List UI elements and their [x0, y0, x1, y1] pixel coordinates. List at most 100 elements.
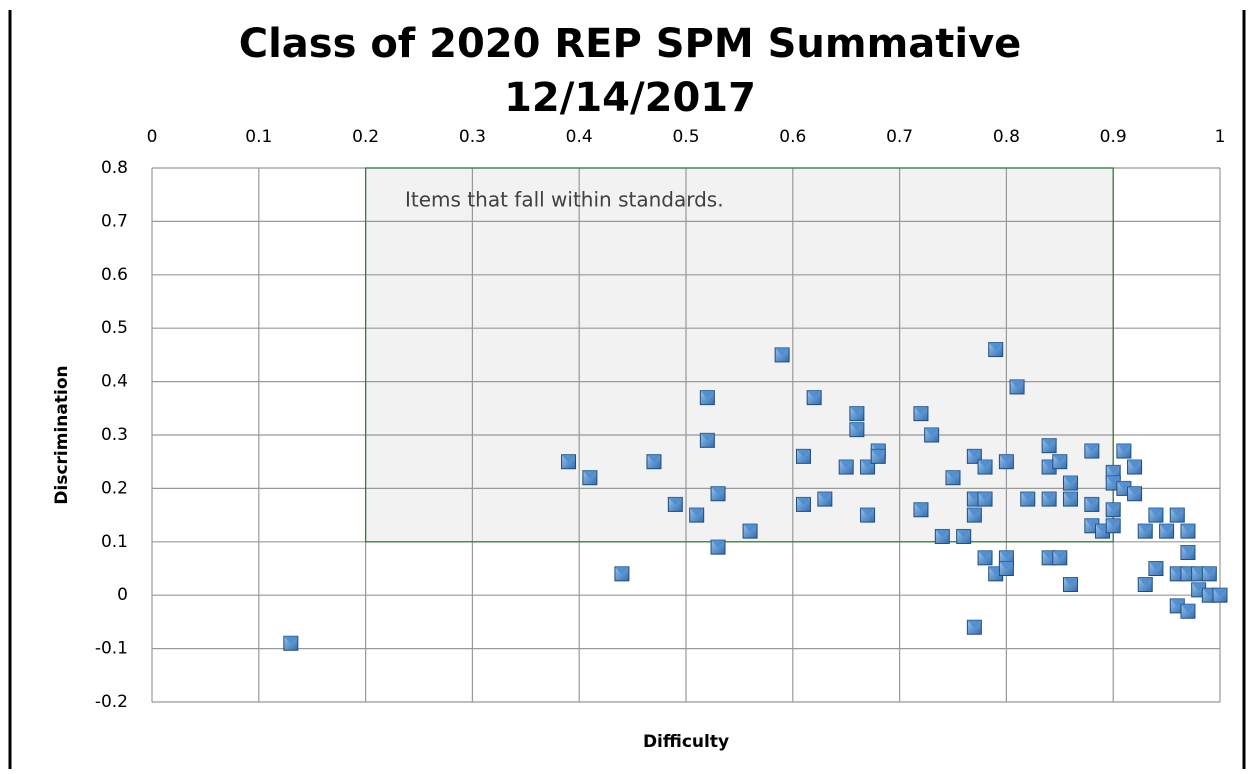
point-facet	[1084, 518, 1099, 527]
point	[710, 539, 726, 555]
point-facet	[967, 508, 982, 517]
point	[1180, 523, 1196, 539]
point-facet	[1116, 481, 1131, 490]
point-facet	[700, 433, 715, 442]
x-tick-label: 0.9	[1100, 127, 1127, 147]
point	[1180, 544, 1196, 560]
point-facet	[1202, 566, 1217, 575]
point-facet	[582, 470, 597, 479]
y-tick-label: 0.2	[101, 478, 128, 498]
point	[934, 528, 950, 544]
point-facet	[817, 492, 832, 501]
y-tick-label: 0.6	[101, 265, 128, 285]
point-facet	[860, 508, 875, 517]
point-facet	[849, 422, 864, 431]
point	[1159, 523, 1175, 539]
point	[1137, 523, 1153, 539]
y-tick-label: 0	[117, 585, 128, 605]
point-facet	[1213, 588, 1227, 597]
point	[795, 448, 811, 464]
point-facet	[871, 449, 886, 458]
point-facet	[1052, 454, 1067, 463]
y-axis-label: Discrimination	[52, 365, 72, 504]
plot-area: -0.2 -0.1 0 0.1 0.2 0.3 0.4 0.5 0.6 0.7 0.8 0 0.1 0.2…	[95, 127, 1228, 712]
y-tick-label: 0.1	[101, 532, 128, 552]
x-tick-label: 0.4	[566, 127, 593, 147]
x-tick-label: 0.7	[886, 127, 913, 147]
point	[966, 507, 982, 523]
point	[1201, 566, 1217, 582]
point-facet	[978, 492, 993, 501]
point-facet	[796, 449, 811, 458]
point-facet	[1106, 465, 1121, 474]
point-facet	[1063, 492, 1078, 501]
point-facet	[1148, 508, 1163, 517]
point	[1169, 507, 1185, 523]
point-facet	[1138, 524, 1153, 533]
point-facet	[561, 454, 576, 463]
point	[582, 470, 598, 486]
chart-subtitle: 12/14/2017	[504, 75, 756, 121]
point-facet	[978, 550, 993, 559]
point-facet	[283, 636, 298, 645]
point-facet	[1191, 582, 1206, 591]
y-tick-label: -0.1	[95, 639, 128, 659]
x-tick-label: 0.5	[672, 127, 699, 147]
point-facet	[999, 550, 1014, 559]
x-axis-label: Difficulty	[643, 732, 729, 752]
point-facet	[796, 497, 811, 506]
point	[945, 470, 961, 486]
x-tick-label: 0.8	[993, 127, 1020, 147]
point-facet	[1052, 550, 1067, 559]
point-facet	[1170, 598, 1185, 607]
point	[913, 502, 929, 518]
point-facet	[1042, 438, 1057, 447]
point	[1180, 603, 1196, 619]
point	[1052, 550, 1068, 566]
point	[283, 635, 299, 651]
point	[1062, 491, 1078, 507]
y-tick-label: 0.8	[101, 158, 128, 178]
point-facet	[999, 561, 1014, 570]
point-facet	[1106, 518, 1121, 527]
point	[849, 422, 865, 438]
point-facet	[689, 508, 704, 517]
point-facet	[1063, 476, 1078, 485]
point-facet	[646, 454, 661, 463]
point-facet	[700, 390, 715, 399]
point-facet	[913, 406, 928, 415]
y-tick-label: 0.7	[101, 211, 128, 231]
point	[795, 496, 811, 512]
point-facet	[1084, 497, 1099, 506]
point-facet	[978, 460, 993, 469]
y-tick-label: 0.4	[101, 372, 128, 392]
point-facet	[849, 406, 864, 415]
point	[1127, 459, 1143, 475]
point	[699, 432, 715, 448]
point-facet	[1159, 524, 1174, 533]
point-facet	[935, 529, 950, 538]
point-facet	[913, 502, 928, 511]
point-facet	[1180, 545, 1195, 554]
point-facet	[1180, 604, 1195, 613]
point	[998, 454, 1014, 470]
point	[1169, 598, 1185, 614]
point	[742, 523, 758, 539]
point	[1041, 438, 1057, 454]
point	[860, 507, 876, 523]
point-facet	[668, 497, 683, 506]
point-facet	[1180, 524, 1195, 533]
point	[1062, 475, 1078, 491]
point	[1148, 507, 1164, 523]
point	[614, 566, 630, 582]
point	[977, 459, 993, 475]
x-tick-label: 0.1	[245, 127, 272, 147]
point-facet	[1127, 486, 1142, 495]
point-facet	[807, 390, 822, 399]
point	[689, 507, 705, 523]
point	[1052, 454, 1068, 470]
x-tick-label: 0.2	[352, 127, 379, 147]
point-facet	[775, 347, 790, 356]
point-facet	[1020, 492, 1035, 501]
